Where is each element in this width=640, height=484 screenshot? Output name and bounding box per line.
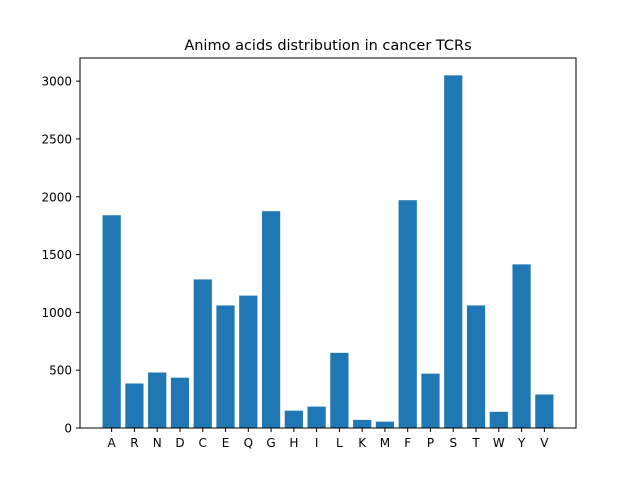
bar-L [330,352,349,428]
bar-H [284,410,303,428]
x-tick-label-T: T [471,436,480,450]
x-tick-label-P: P [427,436,434,450]
x-tick-label-E: E [222,436,230,450]
bar-K [353,419,372,428]
bar-D [170,377,190,428]
bar-T [466,305,486,428]
y-tick-label-2000: 2000 [41,190,72,204]
bar-E [216,305,235,428]
x-tick-label-Q: Q [244,436,253,450]
y-tick-label-500: 500 [49,364,72,378]
bar-F [398,200,417,428]
y-tick-label-3000: 3000 [41,75,72,89]
y-tick-label-1000: 1000 [41,306,72,320]
bar-W [489,411,508,428]
plot-frame [79,57,577,429]
x-tick-label-D: D [175,436,184,450]
bar-Q [239,295,258,428]
x-tick-label-F: F [404,436,411,450]
x-tick-label-C: C [199,436,207,450]
x-tick-label-I: I [315,436,319,450]
y-tick-label-0: 0 [64,422,72,436]
x-tick-label-K: K [358,436,367,450]
y-tick-label-2500: 2500 [41,132,72,146]
x-tick-label-W: W [493,436,505,450]
x-tick-label-V: V [540,436,549,450]
bar-A [102,215,121,428]
bar-I [307,406,326,428]
x-tick-label-M: M [380,436,390,450]
x-tick-label-G: G [266,436,275,450]
bar-C [193,279,212,428]
chart-title: Animo acids distribution in cancer TCRs [184,38,471,54]
x-tick-label-L: L [336,436,343,450]
x-tick-label-H: H [289,436,298,450]
bar-M [375,421,395,428]
y-tick-label-1500: 1500 [41,248,72,262]
bar-N [148,372,167,428]
y-axis: 0 500 1000 1500 2000 2500 3000 [41,75,80,436]
bar-R [125,383,144,428]
bar-Y [512,264,531,428]
bar-S [444,75,463,428]
x-tick-label-S: S [449,436,457,450]
x-tick-label-Y: Y [517,436,526,450]
x-tick-label-N: N [153,436,162,450]
bar-G [261,211,281,428]
x-tick-label-A: A [108,436,117,450]
bar-V [535,394,554,428]
bars-layer [102,75,554,428]
x-tick-label-R: R [130,436,138,450]
bar-P [421,373,440,428]
